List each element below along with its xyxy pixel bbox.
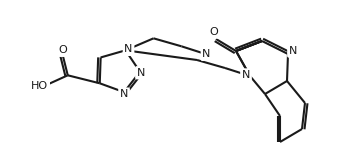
- Text: HO: HO: [31, 81, 48, 91]
- Text: N: N: [202, 49, 211, 59]
- Text: N: N: [137, 68, 145, 78]
- Text: N: N: [124, 44, 133, 54]
- Text: N: N: [120, 89, 128, 99]
- Text: N: N: [242, 70, 250, 80]
- Text: N: N: [289, 46, 297, 56]
- Text: O: O: [209, 27, 218, 37]
- Text: O: O: [58, 45, 67, 55]
